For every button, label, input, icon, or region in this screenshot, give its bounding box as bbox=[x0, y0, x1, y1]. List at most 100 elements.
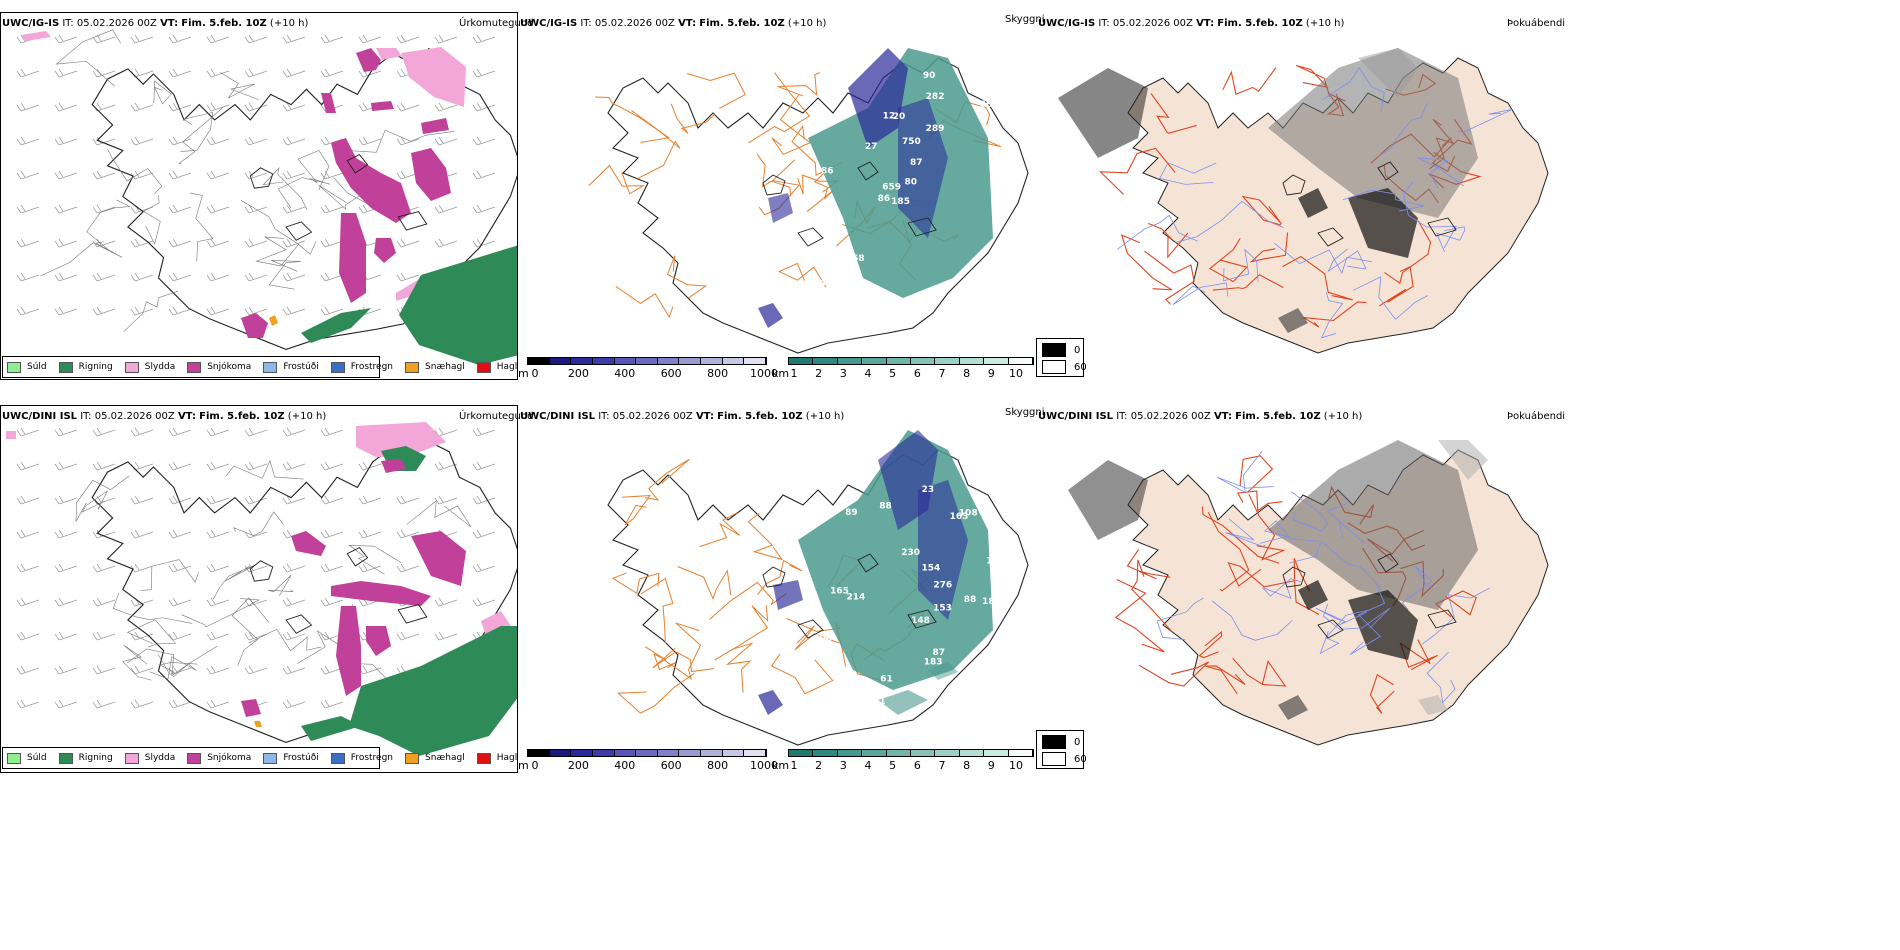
map-line bbox=[1205, 665, 1246, 695]
wind-barb bbox=[206, 665, 230, 675]
wind-barb bbox=[396, 136, 420, 146]
precip-legend-label: Rigning bbox=[78, 362, 113, 372]
map-line bbox=[644, 646, 676, 671]
vt-label: VT: bbox=[177, 411, 196, 422]
precip-legend-item: Snæhagl bbox=[405, 361, 465, 373]
wind-barb bbox=[168, 495, 192, 505]
map-line bbox=[670, 103, 715, 134]
wind-barb bbox=[472, 136, 496, 146]
visibility-value-label: 80 bbox=[904, 178, 917, 188]
map-line bbox=[1172, 282, 1229, 306]
wind-barb bbox=[244, 631, 268, 641]
visibility-value-label: 134 bbox=[827, 252, 846, 262]
map-line bbox=[1349, 582, 1386, 655]
visibility-value-label: 230 bbox=[901, 548, 920, 558]
wind-barb bbox=[206, 306, 230, 316]
vt-label: VT: bbox=[695, 411, 714, 422]
wind-barb bbox=[130, 563, 154, 573]
visibility-tick-label: 8 bbox=[963, 759, 971, 772]
map-line bbox=[255, 236, 300, 267]
wind-barb bbox=[396, 529, 420, 539]
visibility-value-label: 82 bbox=[841, 494, 854, 504]
wind-barb bbox=[244, 427, 268, 437]
map-line bbox=[645, 458, 690, 501]
colorbar-segment bbox=[959, 750, 985, 756]
wind-barb bbox=[320, 529, 344, 539]
visibility-tick-label: 9 bbox=[987, 367, 995, 380]
it-label: IT: bbox=[80, 411, 92, 422]
map-line bbox=[1319, 609, 1368, 655]
map-line bbox=[1291, 491, 1329, 532]
height-tick-label: 0 bbox=[531, 367, 539, 380]
wind-barb bbox=[396, 102, 420, 112]
visibility-value-label: 89 bbox=[845, 508, 858, 518]
wind-barb bbox=[206, 563, 230, 573]
map-line bbox=[791, 124, 842, 176]
wind-barb bbox=[54, 306, 78, 316]
wind-barb bbox=[54, 495, 78, 505]
map-line bbox=[1241, 195, 1282, 226]
map-line bbox=[1322, 604, 1391, 630]
map-line bbox=[1248, 493, 1286, 561]
wind-barb bbox=[54, 563, 78, 573]
wind-barb bbox=[320, 238, 344, 248]
precip-legend-label: Slydda bbox=[144, 362, 176, 372]
wind-barb bbox=[92, 529, 116, 539]
visibility-value-label: 823 bbox=[976, 303, 995, 313]
wind-barb bbox=[16, 136, 40, 146]
wind-barb bbox=[472, 34, 496, 44]
fog-swatch-white bbox=[1042, 360, 1066, 374]
wind-barb bbox=[168, 699, 192, 709]
fog-panel-top bbox=[1038, 28, 1558, 358]
fog-legend-row: 60 bbox=[1042, 360, 1087, 374]
wind-barb bbox=[130, 529, 154, 539]
wind-barb bbox=[320, 204, 344, 214]
precip-legend-item: Rigning bbox=[58, 752, 113, 764]
visibility-tick-label: 4 bbox=[864, 367, 872, 380]
wind-barb bbox=[16, 461, 40, 471]
lead-time: (+10 h) bbox=[287, 411, 327, 422]
visibility-colorbar-bottom: km 1 2 3 4 5 6 7 8 9 10 bbox=[772, 749, 1036, 773]
map-line bbox=[86, 199, 131, 254]
wind-barb bbox=[54, 68, 78, 78]
map-line bbox=[231, 597, 270, 666]
wind-barb bbox=[472, 68, 496, 78]
wind-barb bbox=[206, 272, 230, 282]
wind-barb bbox=[130, 699, 154, 709]
visibility-value-label: 108 bbox=[959, 508, 978, 518]
map-line bbox=[726, 642, 753, 693]
wind-barb bbox=[206, 34, 230, 44]
wind-barb bbox=[282, 68, 306, 78]
colorbar-segment bbox=[911, 358, 936, 364]
visibility-map-bottom: 189 183 163 88 82 82 230 253 195 154 29 131 200 88 75 1… bbox=[607, 430, 1029, 746]
wind-barb bbox=[16, 495, 40, 505]
visibility-tick-label: 5 bbox=[889, 367, 897, 380]
precip-legend-bottom: Súld Rigning Slydda Snjókoma Frostúði Frostre… bbox=[2, 747, 517, 769]
wind-barb bbox=[434, 34, 458, 44]
vt-label: VT: bbox=[1213, 411, 1232, 422]
precip-legend-item: Snæhagl bbox=[405, 752, 465, 764]
visibility-tick-label: 1 bbox=[790, 367, 798, 380]
visibility-tick-label: 2 bbox=[815, 759, 823, 772]
precip-legend-item: Frostúði bbox=[263, 752, 319, 764]
header-visibility-bottom: UWC/DINI ISL IT: 05.02.2026 00Z VT: Fim.… bbox=[520, 411, 844, 422]
wind-barb bbox=[244, 170, 268, 180]
map-line bbox=[770, 653, 834, 695]
visibility-tick-label: 6 bbox=[913, 367, 921, 380]
wind-barb bbox=[54, 631, 78, 641]
wind-barb bbox=[92, 597, 116, 607]
wind-barb bbox=[206, 495, 230, 505]
map-line bbox=[748, 72, 811, 144]
wind-barb bbox=[16, 631, 40, 641]
visibility-value-label: 86 bbox=[878, 194, 891, 204]
wind-barb bbox=[434, 238, 458, 248]
colorbar-segment bbox=[744, 358, 767, 364]
precip-legend-swatch bbox=[187, 361, 202, 373]
vt-value: Fim. 5.feb. 10Z bbox=[1217, 18, 1303, 29]
visibility-map-top: 185 230 659 101 87 68 90 20 282 80 421 823 86 68 86 289… bbox=[588, 48, 1029, 354]
precip-legend-item: Súld bbox=[7, 361, 47, 373]
map-line bbox=[213, 564, 256, 600]
map-line bbox=[181, 598, 260, 628]
colorbar-segment bbox=[1008, 358, 1034, 364]
map-line bbox=[142, 194, 161, 245]
